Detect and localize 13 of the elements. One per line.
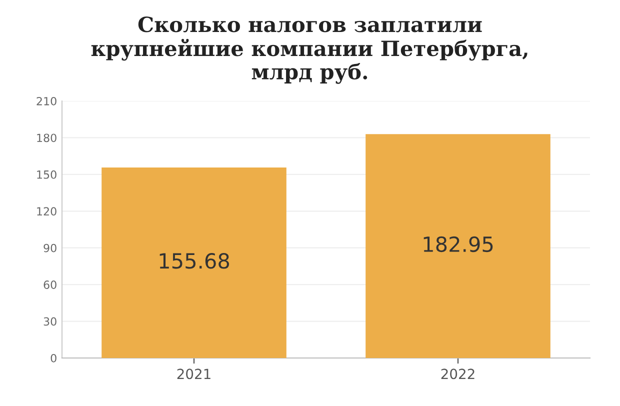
x-tick-label: 2021: [177, 368, 210, 380]
y-tick-label: 150: [37, 170, 56, 179]
y-tick-label: 120: [37, 207, 56, 216]
y-tick-label: 90: [44, 244, 56, 252]
y-tick-label: 60: [44, 280, 56, 289]
data-label: 182.95: [424, 236, 493, 252]
chart-title: Сколько налогов заплатили крупнейшие компании Петербурга, млрд руб.: [91, 16, 528, 84]
y-tick-label: 30: [44, 317, 56, 326]
y-tick-label: 180: [37, 134, 56, 142]
data-label: 155.68: [160, 253, 230, 269]
y-tick-label: 0: [50, 354, 56, 362]
y-tick-label: 210: [36, 96, 56, 106]
x-tick-label: 2022: [441, 368, 474, 380]
